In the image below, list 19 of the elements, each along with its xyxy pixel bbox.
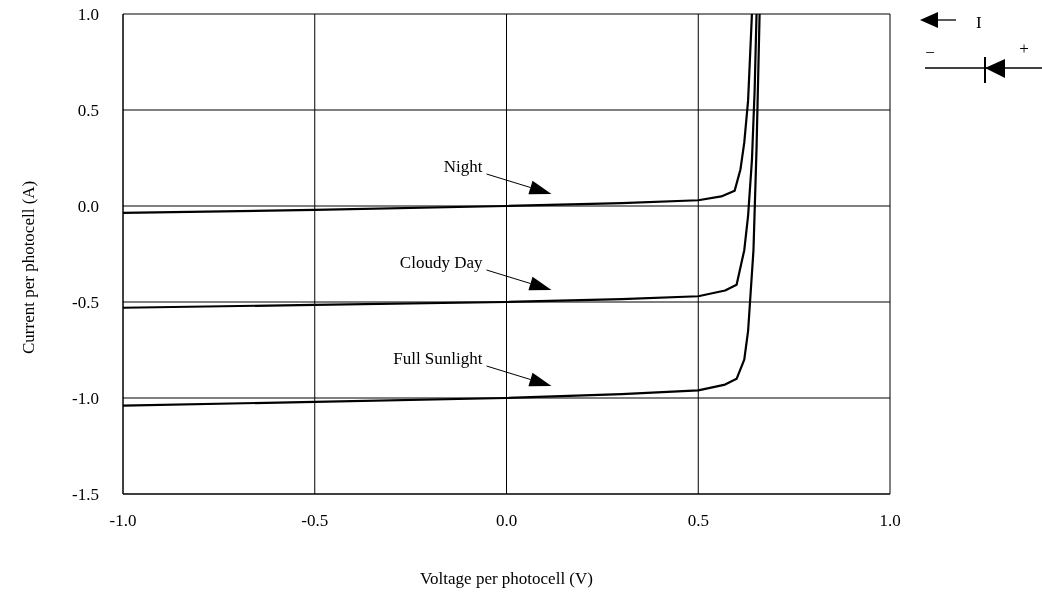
y-tick-label: 1.0 xyxy=(77,5,99,25)
text: I xyxy=(976,13,982,32)
x-tick-label: -1.0 xyxy=(109,511,137,531)
series-label: Night xyxy=(443,157,483,176)
y-tick-label: -1.5 xyxy=(72,485,99,505)
text: + xyxy=(1019,39,1029,58)
y-tick-label: -0.5 xyxy=(72,293,99,313)
series-label: Cloudy Day xyxy=(399,253,483,272)
text: − xyxy=(925,43,935,62)
series-label: Full Sunlight xyxy=(393,349,483,368)
x-tick-label: 0.5 xyxy=(687,511,709,531)
y-tick-label: -1.0 xyxy=(72,389,99,409)
x-tick-label: 1.0 xyxy=(879,511,901,531)
x-axis-title: Voltage per photocell (V) xyxy=(420,569,593,588)
y-tick-label: 0.0 xyxy=(77,197,99,217)
x-tick-label: 0.0 xyxy=(495,511,518,531)
y-tick-label: 0.5 xyxy=(77,101,99,121)
x-tick-label: -0.5 xyxy=(301,511,329,531)
y-axis-title: Current per photocell (A) xyxy=(19,180,39,354)
